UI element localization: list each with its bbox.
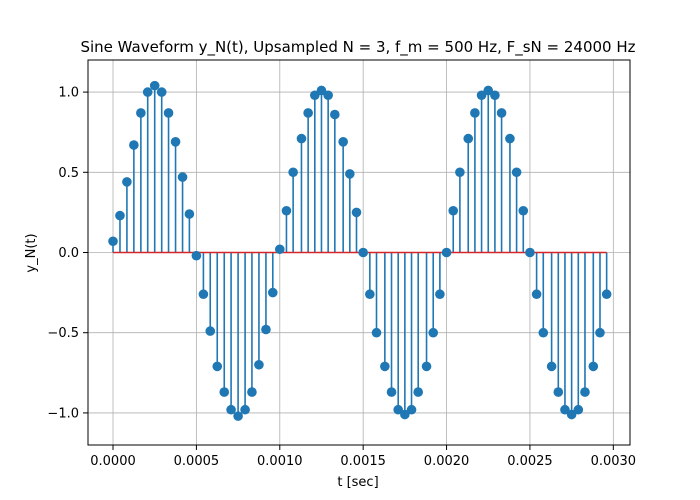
stem-marker (531, 289, 542, 300)
stem-marker (490, 90, 500, 101)
stem-marker (219, 387, 230, 397)
stem-marker (122, 177, 132, 187)
stem-marker (226, 404, 236, 415)
stems (112, 85, 608, 417)
stem-marker (546, 361, 557, 372)
markers (108, 80, 612, 421)
stem-marker (338, 137, 348, 147)
stem-marker (595, 327, 605, 338)
stem-marker (142, 87, 153, 97)
stem-marker (476, 90, 487, 101)
stem-marker (316, 85, 327, 96)
stem-marker (274, 244, 285, 255)
stem-marker (538, 327, 549, 338)
x-tick-label: 0.0020 (424, 454, 470, 469)
stem-marker (177, 172, 188, 182)
stem-marker (212, 361, 223, 372)
stem-marker (358, 247, 368, 258)
stem-marker (240, 404, 250, 415)
stem-marker (345, 169, 355, 179)
stem-marker (136, 108, 146, 118)
stem-marker (393, 404, 403, 415)
stem-marker (406, 404, 417, 415)
x-tick-label: 0.0000 (90, 454, 136, 469)
stem-marker (303, 108, 313, 118)
x-tick-label: 0.0005 (174, 454, 220, 469)
stem-marker (428, 327, 439, 338)
y-tick-label: −0.5 (47, 326, 79, 341)
stem-marker (601, 289, 612, 300)
x-tick-label: 0.0010 (257, 454, 303, 469)
stem-marker (191, 250, 202, 261)
stem-marker (580, 387, 590, 397)
x-axis-label: t [sec] (337, 475, 378, 490)
stem-marker (566, 409, 577, 420)
stem-marker (588, 361, 599, 372)
y-tick-label: −1.0 (47, 406, 79, 421)
stem-marker (267, 287, 278, 298)
stem-marker (496, 108, 507, 118)
x-tick-label: 0.0030 (591, 454, 637, 469)
stem-marker (400, 409, 410, 420)
y-tick-label: 1.0 (58, 86, 79, 101)
stem-marker (505, 133, 515, 144)
stem-marker (108, 236, 118, 247)
x-tick-label: 0.0015 (340, 454, 386, 469)
stem-marker (330, 109, 340, 120)
stem-marker (560, 404, 570, 415)
stem-marker (525, 247, 535, 258)
stem-marker (310, 90, 320, 101)
stem-marker (413, 387, 424, 397)
stem-marker (435, 289, 445, 300)
stem-marker (380, 361, 390, 372)
x-axis-ticks: 0.0000 0.0005 0.0010 0.0015 0.0020 0.0025 0.00… (90, 445, 636, 469)
stem-marker (233, 411, 243, 421)
stem-marker (198, 289, 209, 300)
stem-marker (254, 359, 264, 370)
stem-marker (386, 387, 397, 397)
stem-marker (184, 209, 195, 219)
y-tick-label: 0.0 (58, 246, 79, 261)
x-tick-label: 0.0025 (507, 454, 553, 469)
stem-marker (296, 133, 307, 144)
stem-marker (351, 207, 362, 218)
stem-marker (323, 90, 333, 101)
stem-marker (518, 205, 529, 216)
stem-marker (261, 324, 271, 335)
stem-marker (573, 404, 584, 415)
stem-marker (163, 108, 174, 118)
stem-marker (441, 247, 452, 258)
stem-marker (483, 85, 494, 96)
stem-marker (149, 80, 160, 91)
stem-marker (156, 87, 167, 97)
stem-marker (281, 205, 292, 216)
y-axis-ticks: −1.0 −0.5 0.0 0.5 1.0 (47, 86, 88, 421)
stem-marker (470, 108, 480, 118)
stem-marker (448, 205, 459, 216)
stem-marker (421, 361, 432, 372)
stem-marker (115, 210, 125, 221)
stem-marker (170, 137, 181, 147)
stem-marker (553, 387, 564, 397)
stem-marker (288, 167, 298, 178)
y-tick-label: 0.5 (58, 166, 79, 181)
stem-marker (247, 387, 257, 397)
stem-marker (511, 167, 522, 178)
chart-title: Sine Waveform y_N(t), Upsampled N = 3, f… (80, 38, 635, 57)
stem-marker (365, 289, 375, 300)
y-axis-label: y_N(t) (24, 233, 39, 272)
stem-marker (463, 133, 474, 144)
stem-marker (205, 326, 216, 336)
stem-marker (371, 327, 382, 338)
stem-marker (455, 167, 465, 178)
stem-marker (129, 140, 139, 150)
